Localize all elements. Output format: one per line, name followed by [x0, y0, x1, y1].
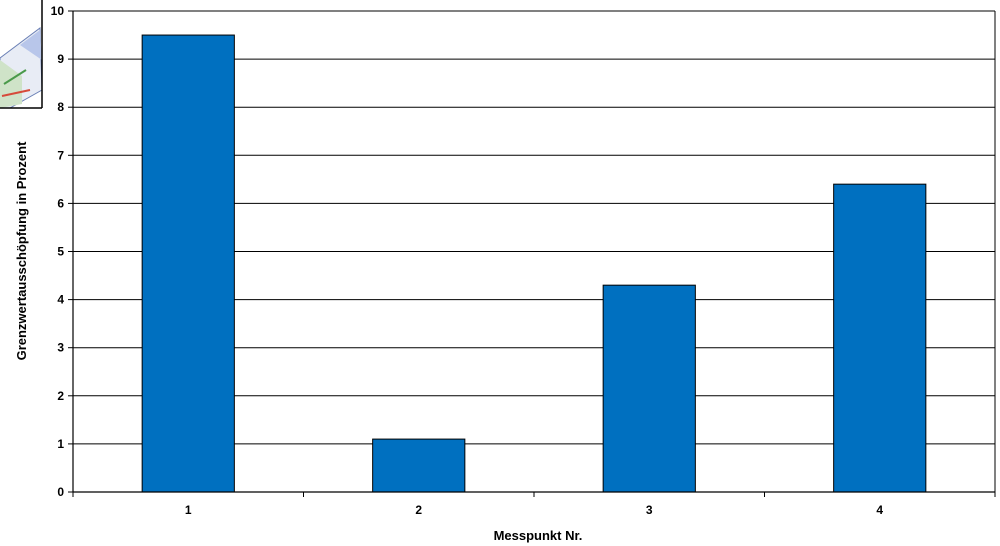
y-tick-label-0: 0: [57, 485, 64, 499]
x-tick-label-3: 3: [646, 503, 653, 517]
x-axis-title: Messpunkt Nr.: [494, 528, 583, 543]
bar-3: [602, 284, 696, 493]
y-axis-title: Grenzwertausschöpfung in Prozent: [14, 141, 29, 361]
y-tick-label-1: 1: [57, 437, 64, 451]
bars: [141, 34, 927, 493]
y-tick-label-3: 3: [57, 341, 64, 355]
logo-fragment: [0, 0, 43, 109]
y-tick-label-2: 2: [57, 389, 64, 403]
y-tick-label-4: 4: [57, 293, 64, 307]
x-tick-label-1: 1: [185, 503, 192, 517]
y-tick-label-7: 7: [57, 148, 64, 162]
y-tick-label-6: 6: [57, 196, 64, 210]
y-tick-label-10: 10: [51, 4, 65, 18]
bar-2: [372, 438, 466, 493]
x-tick-label-2: 2: [415, 503, 422, 517]
y-tick-label-5: 5: [57, 245, 64, 259]
x-tick-labels: 1 2 3 4: [185, 503, 884, 517]
y-tick-label-9: 9: [57, 52, 64, 66]
x-tick-label-4: 4: [876, 503, 883, 517]
bar-1: [141, 34, 235, 493]
axes: [68, 10, 996, 497]
bar-4: [833, 183, 927, 493]
y-tick-label-8: 8: [57, 100, 64, 114]
y-tick-labels: 0 1 2 3 4 5 6 7 8 9 10: [51, 4, 65, 499]
